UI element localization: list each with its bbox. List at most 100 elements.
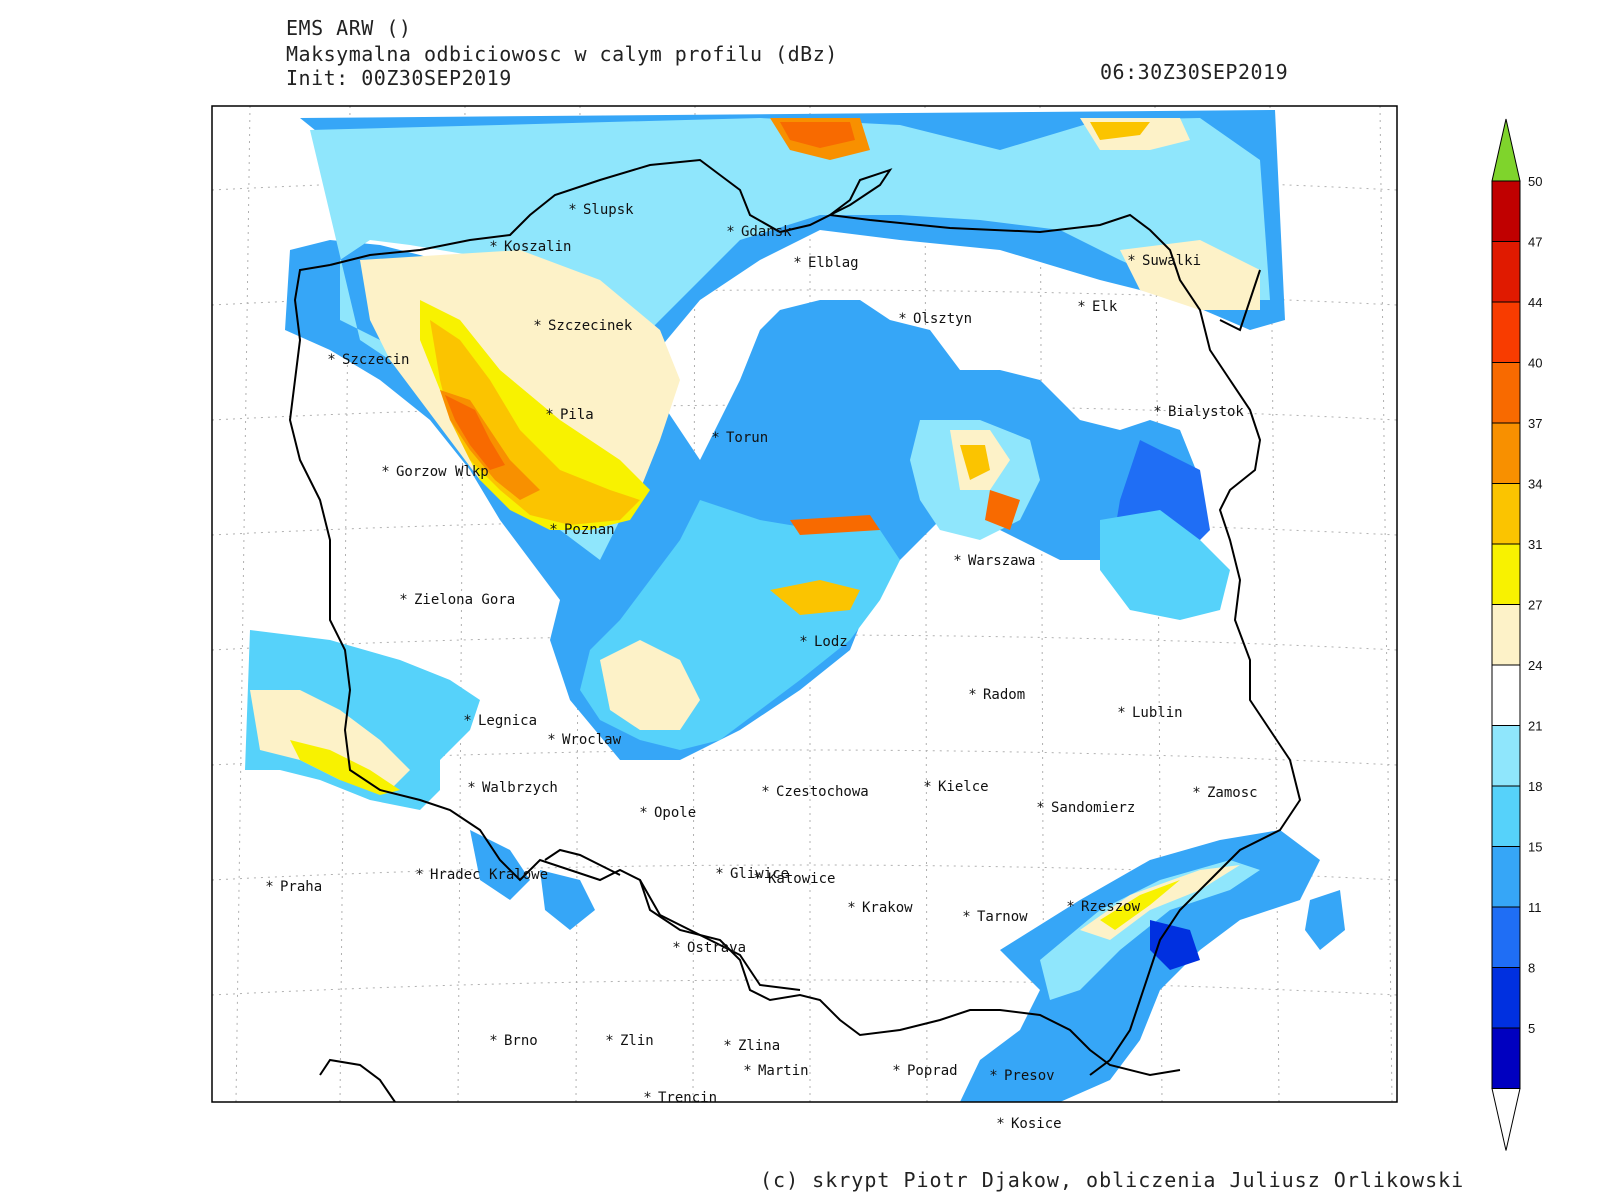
city-marker: * (969, 687, 976, 703)
colorbar-segment (1491, 604, 1521, 666)
city-label: Zlina (738, 1038, 780, 1054)
city-label: Krakow (862, 900, 913, 916)
city-marker: * (990, 1068, 997, 1084)
city-marker: * (328, 352, 335, 368)
city-label: Warszawa (968, 553, 1035, 569)
city-label: Pila (560, 407, 594, 423)
colorbar-tick-label: 31 (1528, 537, 1542, 552)
city-marker: * (716, 866, 723, 882)
colorbar-tick-label: 40 (1528, 356, 1542, 371)
colorbar-segment (1491, 241, 1521, 303)
city-marker: * (548, 732, 555, 748)
borders (288, 158, 1302, 1102)
colorbar-segment (1491, 301, 1521, 363)
city-label: Gliwice (730, 866, 789, 882)
colorbar-under-triangle (1491, 1088, 1521, 1151)
city-label: Legnica (478, 713, 537, 729)
colorbar-tick-label: 34 (1528, 477, 1542, 492)
city-marker: * (550, 522, 557, 538)
city-label: Torun (726, 430, 768, 446)
colorbar-segment (1491, 180, 1521, 242)
city-label: Gdansk (741, 224, 792, 240)
city-marker: * (534, 318, 541, 334)
city-label: Tarnow (977, 909, 1028, 925)
city-marker: * (416, 867, 423, 883)
city-label: Ostrava (687, 940, 746, 956)
city-marker: * (727, 224, 734, 240)
city-label: Bialystok (1168, 404, 1244, 420)
colorbar-tick-label: 24 (1528, 658, 1542, 673)
reflectivity-field (245, 110, 1345, 1102)
city-label: Hradec Kralowe (430, 867, 548, 883)
city-label: Radom (983, 687, 1025, 703)
city-label: Szczecin (342, 352, 409, 368)
field-title: Maksymalna odbiciowosc w calym profilu (… (286, 42, 838, 66)
city-marker: * (954, 553, 961, 569)
city-label: Martin (758, 1063, 809, 1079)
city-label: Elblag (808, 255, 859, 271)
city-label: Zlin (620, 1033, 654, 1049)
city-marker: * (893, 1063, 900, 1079)
city-label: Rzeszow (1081, 899, 1141, 915)
colorbar-segment (1491, 725, 1521, 787)
city-label: Suwalki (1142, 253, 1201, 269)
city-marker: * (762, 784, 769, 800)
footer-credit: (c) skrypt Piotr Djakow, obliczenia Juli… (760, 1168, 1465, 1192)
city-marker: * (1193, 785, 1200, 801)
city-marker: * (848, 900, 855, 916)
city-label: Gorzow Wlkp (396, 464, 489, 480)
colorbar-segment (1491, 1027, 1521, 1089)
city-marker: * (744, 1063, 751, 1079)
city-label: Szczecinek (548, 318, 633, 334)
colorbar-over-triangle (1491, 118, 1521, 182)
city-label: Presov (1004, 1068, 1055, 1084)
city-marker: * (754, 871, 761, 887)
city-marker: * (997, 1116, 1004, 1132)
city-label: Poprad (907, 1063, 958, 1079)
city-marker: * (606, 1033, 613, 1049)
city-marker: * (490, 239, 497, 255)
city-marker: * (382, 464, 389, 480)
map-panel (212, 106, 1397, 1102)
city-label: Olsztyn (913, 311, 972, 327)
city-marker: * (963, 909, 970, 925)
city-marker: * (266, 879, 273, 895)
city-marker: * (490, 1033, 497, 1049)
colorbar-tick-label: 21 (1528, 719, 1542, 734)
city-marker: * (468, 780, 475, 796)
colorbar-tick-label: 8 (1528, 961, 1535, 976)
colorbar-segment (1491, 543, 1521, 605)
city-label: Slupsk (583, 202, 634, 218)
colorbar-tick-label: 50 (1528, 174, 1542, 189)
colorbar-segment (1491, 967, 1521, 1029)
city-marker: * (640, 805, 647, 821)
city-label: Czestochowa (776, 784, 869, 800)
city-marker: * (794, 255, 801, 271)
city-marker: * (1154, 404, 1161, 420)
city-marker: * (1067, 899, 1074, 915)
city-marker: * (673, 940, 680, 956)
city-label: Elk (1092, 299, 1118, 315)
colorbar-segment (1491, 362, 1521, 424)
colorbar-tick-label: 11 (1528, 900, 1542, 915)
city-marker: * (924, 779, 931, 795)
city-marker: * (1037, 800, 1044, 816)
city-label: Katowice (768, 871, 835, 887)
city-marker: * (1118, 705, 1125, 721)
valid-time: 06:30Z30SEP2019 (1100, 60, 1289, 84)
city-marker: * (724, 1038, 731, 1054)
city-label: Sandomierz (1051, 800, 1135, 816)
colorbar-segment (1491, 906, 1521, 968)
colorbar: 5 8 11 15 18 21 24 27 31 34 37 40 44 47 50 (1491, 118, 1542, 1151)
city-label: Walbrzych (482, 780, 558, 796)
city-label: Kielce (938, 779, 989, 795)
city-labels: * Slupsk* Koszalin* Gdansk* Elblag * Suwalki* E… (266, 202, 1258, 1132)
city-marker: * (569, 202, 576, 218)
colorbar-segment (1491, 664, 1521, 726)
city-marker: * (712, 430, 719, 446)
city-label: Zielona Gora (414, 592, 515, 608)
city-marker: * (546, 407, 553, 423)
city-label: Brno (504, 1033, 538, 1049)
city-marker: * (800, 634, 807, 650)
city-label: Praha (280, 879, 322, 895)
